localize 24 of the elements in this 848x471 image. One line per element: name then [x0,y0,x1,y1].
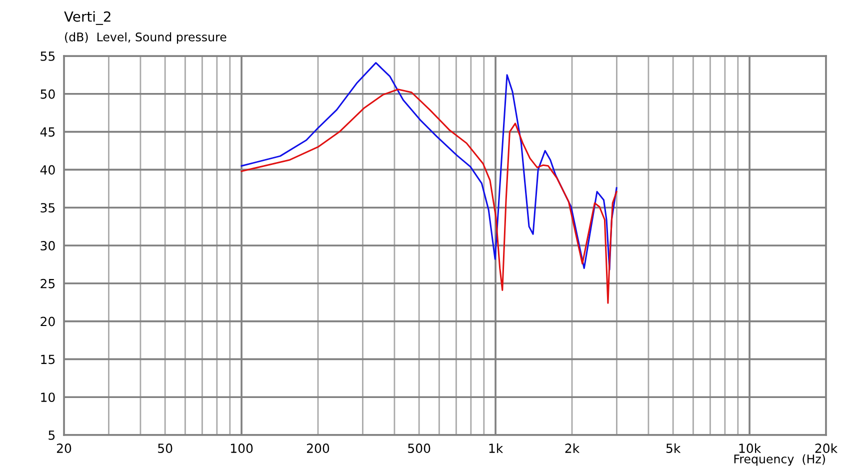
y-tick-label: 5 [48,430,55,440]
x-tick-label: 200 [306,444,330,454]
x-tick-label: 50 [158,444,172,454]
x-tick-label: 20k [815,443,838,454]
x-tick-label: 20 [56,444,72,454]
y-tick-label: 45 [40,127,55,137]
y-tick-label: 30 [40,240,55,250]
x-tick-label: 500 [408,444,430,454]
y-tick-label: 50 [40,89,55,99]
y-tick-label: 20 [40,316,55,326]
x-axis-title: Frequency (Hz) [734,454,825,466]
y-tick-label: 40 [40,165,55,175]
x-tick-label: 100 [230,444,253,454]
y-tick-label: 35 [40,203,55,213]
y-tick-label: 10 [41,392,55,402]
y-tick-label: 15 [41,354,55,364]
x-tick-label: 10k [739,443,762,454]
y-tick-label: 25 [40,278,55,288]
y-axis-title: (dB) Level, Sound pressure [65,32,226,44]
chart-title: Verti_2 [64,11,110,25]
y-tick-label: 55 [40,52,55,61]
x-tick-label: 5k [666,443,681,454]
x-tick-label: 1k [489,443,504,453]
x-tick-label: 2k [565,443,580,453]
